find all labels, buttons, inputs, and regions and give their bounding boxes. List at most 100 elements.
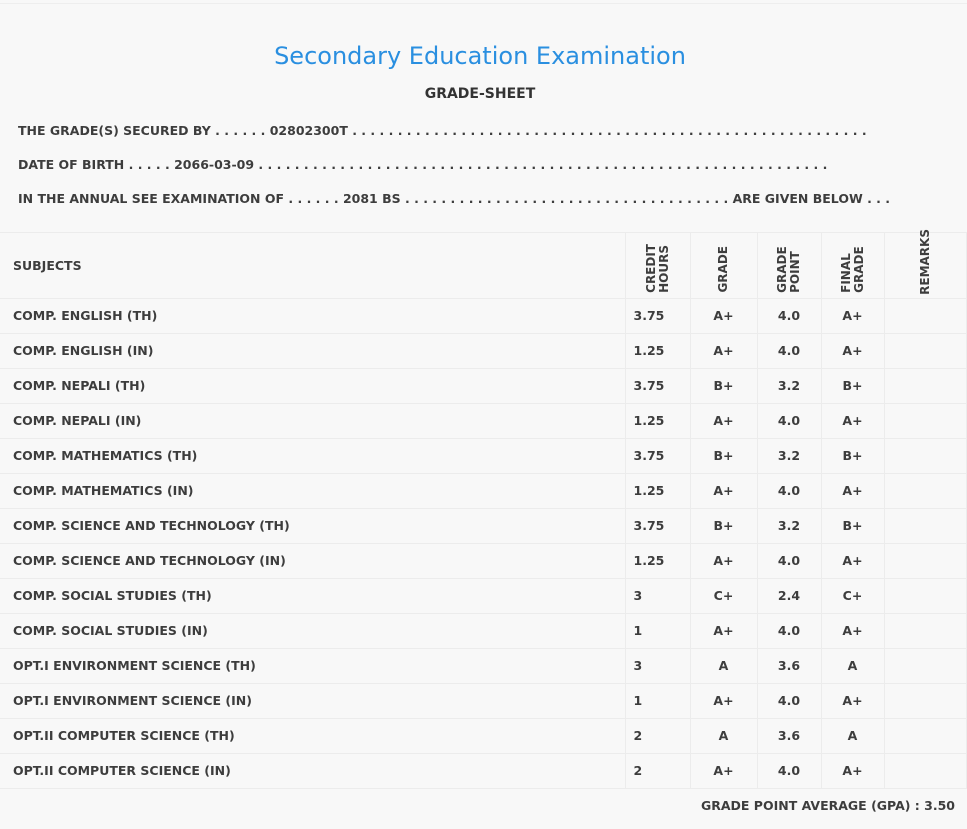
grade-point-cell: 4.0: [756, 472, 822, 509]
grade-cell: A+: [689, 682, 758, 719]
header-subjects: SUBJECTS: [0, 232, 626, 299]
remarks-cell: [883, 682, 967, 719]
grade-point-cell: 4.0: [756, 542, 822, 579]
grade-point-cell: 3.6: [756, 717, 822, 754]
remarks-cell: [883, 297, 967, 334]
table-row: COMP. SCIENCE AND TECHNOLOGY (TH) 3.75 B+ 3…: [0, 507, 967, 544]
credit-hours-cell: 2: [624, 717, 691, 754]
final-grade-cell: A+: [820, 612, 885, 649]
grade-cell: A: [689, 647, 758, 684]
subject-cell: OPT.I ENVIRONMENT SCIENCE (TH): [0, 647, 626, 684]
final-grade-cell: C+: [820, 577, 885, 614]
dob-line: DATE OF BIRTH . . . . . 2066-03-09 . . .…: [18, 157, 828, 172]
grade-cell: A+: [689, 332, 758, 369]
grade-point-cell: 4.0: [756, 752, 822, 789]
secured-by-line: THE GRADE(S) SECURED BY . . . . . . 0280…: [18, 123, 867, 138]
final-grade-cell: A+: [820, 332, 885, 369]
grade-point-cell: 4.0: [756, 332, 822, 369]
subject-cell: COMP. ENGLISH (IN): [0, 332, 626, 369]
final-grade-cell: B+: [820, 367, 885, 404]
grade-cell: B+: [689, 437, 758, 474]
remarks-cell: [883, 752, 967, 789]
credit-hours-cell: 2: [624, 752, 691, 789]
final-grade-cell: A+: [820, 402, 885, 439]
subject-cell: COMP. NEPALI (IN): [0, 402, 626, 439]
page-subtitle: GRADE-SHEET: [424, 86, 536, 102]
grade-point-cell: 4.0: [756, 682, 822, 719]
credit-hours-cell: 1.25: [624, 472, 691, 509]
header-grade: GRADE: [689, 232, 758, 299]
table-row: OPT.II COMPUTER SCIENCE (TH) 2 A 3.6 A: [0, 717, 967, 754]
final-grade-cell: A: [820, 647, 885, 684]
grade-point-cell: 4.0: [756, 612, 822, 649]
subject-cell: COMP. SOCIAL STUDIES (TH): [0, 577, 626, 614]
table-row: COMP. MATHEMATICS (IN) 1.25 A+ 4.0 A+: [0, 472, 967, 509]
credit-hours-cell: 3.75: [624, 367, 691, 404]
grade-point-cell: 3.2: [756, 507, 822, 544]
table-row: OPT.I ENVIRONMENT SCIENCE (TH) 3 A 3.6 A: [0, 647, 967, 684]
final-grade-cell: A+: [820, 297, 885, 334]
table-row: OPT.II COMPUTER SCIENCE (IN) 2 A+ 4.0 A+: [0, 752, 967, 789]
credit-hours-cell: 3.75: [624, 437, 691, 474]
credit-hours-cell: 1.25: [624, 332, 691, 369]
header-remarks: REMARKS: [883, 229, 967, 299]
table-header-row: SUBJECTS CREDIT HOURS GRADE GRADE POINT …: [0, 229, 967, 299]
header-final-grade: FINAL GRADE: [820, 232, 885, 299]
table-row: COMP. SOCIAL STUDIES (TH) 3 C+ 2.4 C+: [0, 577, 967, 614]
credit-hours-cell: 1: [624, 682, 691, 719]
remarks-cell: [883, 437, 967, 474]
subject-cell: COMP. SCIENCE AND TECHNOLOGY (TH): [0, 507, 626, 544]
final-grade-cell: A+: [820, 542, 885, 579]
grade-cell: A+: [689, 752, 758, 789]
final-grade-cell: A: [820, 717, 885, 754]
grade-point-cell: 3.2: [756, 367, 822, 404]
credit-hours-cell: 3.75: [624, 507, 691, 544]
credit-hours-cell: 1: [624, 612, 691, 649]
grade-point-cell: 4.0: [756, 402, 822, 439]
grade-cell: A+: [689, 402, 758, 439]
remarks-cell: [883, 647, 967, 684]
grade-cell: A: [689, 717, 758, 754]
subject-cell: COMP. SCIENCE AND TECHNOLOGY (IN): [0, 542, 626, 579]
final-grade-cell: B+: [820, 437, 885, 474]
subject-cell: COMP. ENGLISH (TH): [0, 297, 626, 334]
final-grade-cell: A+: [820, 472, 885, 509]
remarks-cell: [883, 472, 967, 509]
grade-cell: A+: [689, 472, 758, 509]
table-row: COMP. SCIENCE AND TECHNOLOGY (IN) 1.25 A+ 4…: [0, 542, 967, 579]
subject-cell: COMP. MATHEMATICS (IN): [0, 472, 626, 509]
table-row: COMP. ENGLISH (IN) 1.25 A+ 4.0 A+: [0, 332, 967, 369]
grade-cell: A+: [689, 542, 758, 579]
credit-hours-cell: 3: [624, 647, 691, 684]
credit-hours-cell: 3: [624, 577, 691, 614]
grade-point-cell: 3.2: [756, 437, 822, 474]
grade-cell: A+: [689, 612, 758, 649]
grade-cell: B+: [689, 507, 758, 544]
table-row: COMP. NEPALI (TH) 3.75 B+ 3.2 B+: [0, 367, 967, 404]
header-grade-point: GRADE POINT: [756, 232, 822, 299]
remarks-cell: [883, 332, 967, 369]
table-row: OPT.I ENVIRONMENT SCIENCE (IN) 1 A+ 4.0 A+: [0, 682, 967, 719]
header-credit-hours: CREDIT HOURS: [624, 232, 691, 299]
grade-point-cell: 4.0: [756, 297, 822, 334]
subject-cell: COMP. NEPALI (TH): [0, 367, 626, 404]
table-row: COMP. ENGLISH (TH) 3.75 A+ 4.0 A+: [0, 297, 967, 334]
final-grade-cell: B+: [820, 507, 885, 544]
credit-hours-cell: 3.75: [624, 297, 691, 334]
remarks-cell: [883, 402, 967, 439]
subject-cell: COMP. MATHEMATICS (TH): [0, 437, 626, 474]
grade-point-cell: 2.4: [756, 577, 822, 614]
remarks-cell: [883, 717, 967, 754]
remarks-cell: [883, 612, 967, 649]
credit-hours-cell: 1.25: [624, 542, 691, 579]
page-title: Secondary Education Examination: [274, 42, 686, 70]
remarks-cell: [883, 542, 967, 579]
grade-table: SUBJECTS CREDIT HOURS GRADE GRADE POINT …: [0, 229, 967, 789]
exam-line: IN THE ANNUAL SEE EXAMINATION OF . . . .…: [18, 191, 891, 206]
table-row: COMP. SOCIAL STUDIES (IN) 1 A+ 4.0 A+: [0, 612, 967, 649]
remarks-cell: [883, 367, 967, 404]
credit-hours-cell: 1.25: [624, 402, 691, 439]
table-row: COMP. MATHEMATICS (TH) 3.75 B+ 3.2 B+: [0, 437, 967, 474]
table-row: COMP. NEPALI (IN) 1.25 A+ 4.0 A+: [0, 402, 967, 439]
grade-point-cell: 3.6: [756, 647, 822, 684]
